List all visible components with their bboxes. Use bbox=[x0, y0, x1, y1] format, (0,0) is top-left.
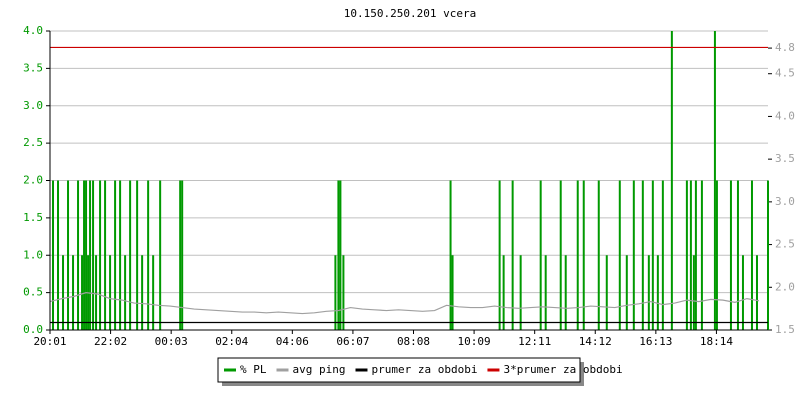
x-tick-label: 02:04 bbox=[215, 335, 248, 348]
series-line bbox=[49, 292, 760, 315]
y-tick-label: 3.0 bbox=[23, 99, 43, 112]
x-tick-label: 08:08 bbox=[397, 335, 430, 348]
legend-label: prumer za obdobi bbox=[371, 363, 477, 376]
y-tick-label: 3.5 bbox=[23, 61, 43, 74]
x-tick-label: 20:01 bbox=[33, 335, 66, 348]
y-tick-label: 2.0 bbox=[23, 174, 43, 187]
y-tick-label: 4.0 bbox=[23, 24, 43, 37]
y2-tick-label: 4.8 bbox=[775, 41, 795, 54]
legend-label: avg ping bbox=[293, 363, 346, 376]
x-tick-label: 00:03 bbox=[155, 335, 188, 348]
y-tick-label: 0.5 bbox=[23, 286, 43, 299]
legend-label: % PL bbox=[240, 363, 267, 376]
y2-tick-label: 4.0 bbox=[775, 109, 795, 122]
x-tick-label: 22:02 bbox=[94, 335, 127, 348]
x-tick-label: 18:14 bbox=[700, 335, 733, 348]
legend-label: 3*prumer za obdobi bbox=[503, 363, 622, 376]
x-tick-label: 04:06 bbox=[276, 335, 309, 348]
y2-tick-label: 2.5 bbox=[775, 238, 795, 251]
y-tick-label: 1.0 bbox=[23, 248, 43, 261]
y-tick-label: 0.0 bbox=[23, 323, 43, 336]
y2-tick-label: 1.5 bbox=[775, 323, 795, 336]
x-tick-label: 06:07 bbox=[336, 335, 369, 348]
x-tick-label: 16:13 bbox=[639, 335, 672, 348]
y2-tick-label: 4.5 bbox=[775, 67, 795, 80]
y2-tick-label: 2.0 bbox=[775, 280, 795, 293]
chart-title: 10.150.250.201 vcera bbox=[344, 7, 476, 20]
x-tick-label: 12:11 bbox=[518, 335, 551, 348]
y2-tick-label: 3.5 bbox=[775, 152, 795, 165]
y2-tick-label: 3.0 bbox=[775, 195, 795, 208]
x-tick-label: 10:09 bbox=[458, 335, 491, 348]
x-tick-label: 14:12 bbox=[579, 335, 612, 348]
y-tick-label: 2.5 bbox=[23, 136, 43, 149]
y-tick-label: 1.5 bbox=[23, 211, 43, 224]
